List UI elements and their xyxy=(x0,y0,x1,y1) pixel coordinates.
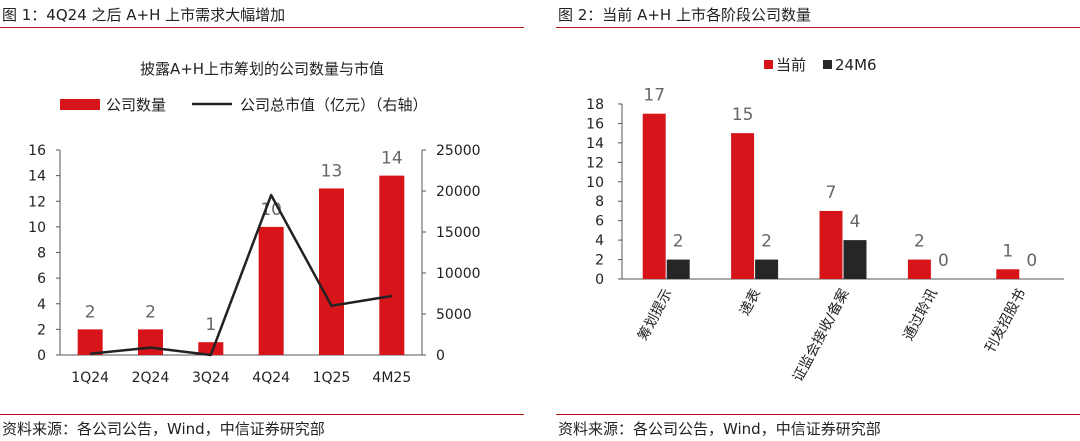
y-tick-label: 4 xyxy=(595,233,604,249)
bar-value-label: 2 xyxy=(914,232,925,252)
right-tick-label: 20000 xyxy=(436,184,481,200)
y-tick-label: 2 xyxy=(595,253,604,269)
figure-2-source: 资料来源：各公司公告，Wind，中信证券研究部 xyxy=(558,420,881,438)
y-tick-label: 8 xyxy=(595,194,604,210)
bar-当前-通过聆讯 xyxy=(907,259,931,279)
bar-value-label: 2 xyxy=(85,302,96,322)
bar-当前-筹划提示 xyxy=(642,113,666,279)
left-tick-label: 14 xyxy=(28,169,46,185)
y-tick-label: 14 xyxy=(586,136,604,152)
x-tick-label: 1Q25 xyxy=(313,370,351,386)
legend-swatch-current xyxy=(764,60,773,69)
y-tick-label: 10 xyxy=(586,175,604,191)
x-tick-label: 证监会接收/备案 xyxy=(789,286,852,385)
bar-value-label: 0 xyxy=(1026,251,1037,271)
figure-1-bottom-rule xyxy=(0,414,524,415)
left-tick-label: 10 xyxy=(28,220,46,236)
bar-value-label: 1 xyxy=(1002,241,1013,261)
bar-value-label: 2 xyxy=(761,232,772,252)
bar-value-label: 7 xyxy=(826,183,837,203)
figure-1: 图 1：4Q24 之后 A+H 上市需求大幅增加 披露A+H上市筹划的公司数量与… xyxy=(0,0,524,441)
market-cap-line xyxy=(90,193,393,357)
left-tick-label: 4 xyxy=(37,297,46,313)
figure-1-top-rule xyxy=(0,27,524,28)
bar-当前-证监会接收/备案 xyxy=(819,210,843,279)
x-tick-label: 4M25 xyxy=(372,370,411,386)
bar-value-label: 17 xyxy=(643,86,665,106)
bar-3Q24 xyxy=(198,342,224,355)
bar-value-label: 14 xyxy=(381,149,403,169)
x-tick-label: 递表 xyxy=(737,286,764,318)
figure-2-top-rule xyxy=(556,27,1080,28)
legend-swatch-24m6 xyxy=(823,60,832,69)
bar-value-label: 13 xyxy=(321,161,343,181)
x-tick-label: 3Q24 xyxy=(192,370,230,386)
bar-value-label: 2 xyxy=(673,232,684,252)
left-tick-label: 0 xyxy=(37,348,46,364)
bar-1Q25 xyxy=(319,188,344,355)
bar-value-label: 4 xyxy=(850,212,861,232)
bar-当前-刊发招股书 xyxy=(996,269,1020,279)
legend-label-24m6: 24M6 xyxy=(835,56,877,74)
x-tick-label: 1Q24 xyxy=(71,370,109,386)
x-tick-label: 通过聆讯 xyxy=(901,286,941,343)
chart-1-title: 披露A+H上市筹划的公司数量与市值 xyxy=(140,60,384,78)
right-tick-label: 25000 xyxy=(436,143,481,159)
bar-24M6-递表 xyxy=(755,259,779,279)
x-tick-label: 4Q24 xyxy=(252,370,290,386)
bar-value-label: 2 xyxy=(145,302,156,322)
right-tick-label: 5000 xyxy=(436,307,472,323)
bar-1Q24 xyxy=(77,329,103,355)
left-tick-label: 2 xyxy=(37,322,46,338)
figure-2: 图 2：当前 A+H 上市各阶段公司数量 当前 24M6 0 2 4 6 8 10 12 14 16… xyxy=(556,0,1080,441)
bar-value-label: 1 xyxy=(205,315,216,335)
legend-label-current: 当前 xyxy=(776,56,806,74)
y-tick-label: 0 xyxy=(595,272,604,288)
legend-label-bars: 公司数量 xyxy=(106,96,166,114)
figure-2-title: 图 2：当前 A+H 上市各阶段公司数量 xyxy=(558,6,811,24)
legend-label-line: 公司总市值（亿元）（右轴） xyxy=(240,96,428,114)
left-tick-label: 8 xyxy=(37,246,46,262)
bar-当前-递表 xyxy=(731,133,755,279)
y-tick-label: 18 xyxy=(586,97,604,113)
bar-4M25 xyxy=(379,175,405,355)
figure-1-title: 图 1：4Q24 之后 A+H 上市需求大幅增加 xyxy=(2,6,286,24)
right-tick-label: 15000 xyxy=(436,225,481,241)
figure-1-source: 资料来源：各公司公告，Wind，中信证券研究部 xyxy=(2,420,325,438)
right-tick-label: 0 xyxy=(436,348,445,364)
x-tick-label: 筹划提示 xyxy=(634,286,675,343)
left-tick-label: 12 xyxy=(28,194,46,210)
right-tick-label: 10000 xyxy=(436,266,481,282)
x-tick-label: 2Q24 xyxy=(132,370,170,386)
y-tick-label: 12 xyxy=(586,155,604,171)
y-tick-label: 16 xyxy=(586,116,604,132)
y-tick-label: 6 xyxy=(595,214,604,230)
legend-swatch-bars xyxy=(60,99,100,110)
bar-value-label: 0 xyxy=(938,251,949,271)
bar-24M6-证监会接收/备案 xyxy=(843,240,867,279)
bar-value-label: 15 xyxy=(732,105,754,125)
bar-2Q24 xyxy=(138,329,163,355)
x-tick-label: 刊发招股书 xyxy=(982,286,1029,355)
left-tick-label: 16 xyxy=(28,143,46,159)
bar-24M6-筹划提示 xyxy=(666,259,690,279)
figure-2-bottom-rule xyxy=(556,414,1080,415)
bar-4Q24 xyxy=(258,226,284,355)
left-tick-label: 6 xyxy=(37,271,46,287)
